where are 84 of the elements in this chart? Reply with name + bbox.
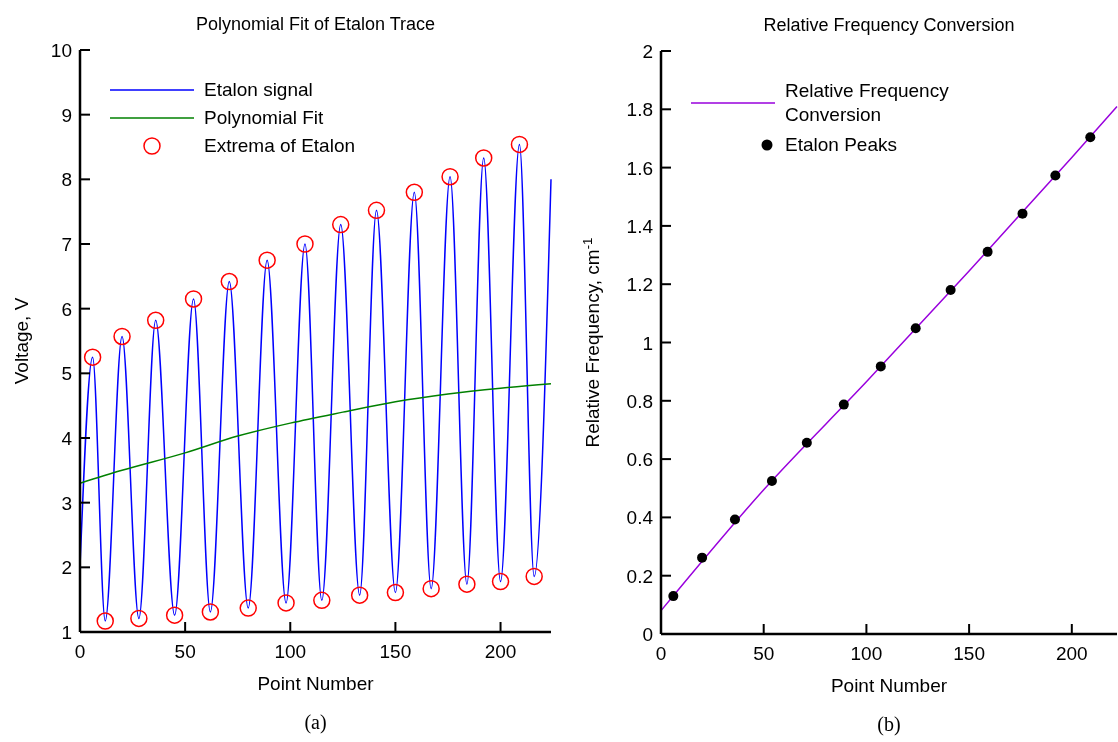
point	[113, 327, 131, 346]
x-axis-title: Point Number	[257, 673, 375, 694]
point	[350, 586, 369, 604]
legend-label: Polynomial Fit	[204, 107, 325, 128]
point	[277, 594, 295, 612]
y-axis-title: Voltage, V	[11, 297, 32, 385]
y-tick-label: 0.4	[626, 507, 654, 529]
point	[96, 612, 114, 630]
point	[313, 591, 331, 610]
x-tick-label: 200	[1055, 643, 1088, 664]
point	[331, 215, 350, 234]
text: (a)	[304, 711, 327, 734]
y-tick-label: 8	[61, 169, 72, 191]
y-tick-label: 7	[61, 234, 72, 255]
x-tick-label: 100	[850, 643, 883, 664]
text: (b)	[877, 713, 901, 736]
point	[510, 135, 529, 154]
point	[130, 609, 148, 628]
y-tick-label: 1.6	[626, 157, 653, 179]
point	[697, 552, 708, 563]
x-tick-label: 50	[753, 643, 775, 664]
y-tick-label: 1.8	[626, 99, 653, 121]
chart-title: Relative Frequency Conversion	[763, 15, 1015, 35]
legend-label: Extrema of Etalon	[204, 135, 356, 156]
y-tick-label: 10	[50, 40, 72, 61]
point	[801, 437, 812, 448]
legend-label: Etalon Peaks	[785, 134, 897, 155]
x-tick-label: 0	[74, 641, 86, 662]
y-tick-label: 1.4	[626, 215, 654, 237]
y-tick-label: 0	[642, 624, 653, 645]
y-tick-label: 6	[61, 298, 72, 320]
point	[525, 567, 543, 586]
point	[458, 575, 476, 593]
y-tick-label: 0.2	[626, 565, 653, 587]
point	[146, 311, 165, 330]
y-tick-label: 0.8	[626, 390, 653, 412]
point	[83, 348, 102, 366]
x-tick-label: 200	[484, 641, 517, 662]
point	[668, 591, 679, 602]
point	[220, 272, 239, 291]
point	[239, 599, 257, 617]
chart-title: Polynomial Fit of Etalon Trace	[195, 14, 436, 34]
point	[766, 475, 777, 486]
y-tick-label: 4	[61, 428, 73, 449]
point	[296, 235, 314, 253]
line-series	[79, 382, 552, 485]
x-tick-label: 100	[274, 641, 307, 662]
point	[422, 579, 440, 598]
y-tick-label: 9	[61, 104, 72, 126]
y-tick-label: 1	[61, 622, 72, 643]
point	[474, 149, 493, 167]
point	[945, 285, 956, 296]
x-tick-label: 50	[174, 641, 196, 662]
y-tick-label: 0.6	[626, 449, 653, 471]
line-series	[660, 105, 1118, 612]
point	[201, 603, 220, 621]
point	[184, 290, 203, 308]
point	[875, 361, 886, 372]
legend-label: Relative Frequency Conversion	[785, 80, 950, 125]
point	[838, 399, 849, 410]
point	[729, 514, 740, 525]
x-tick-label: 150	[379, 641, 412, 662]
point	[441, 168, 459, 186]
y-tick-label: 3	[61, 492, 72, 514]
point	[258, 251, 276, 269]
point	[982, 246, 993, 257]
point	[1017, 208, 1028, 219]
y-tick-label: 2	[61, 557, 72, 579]
point	[1050, 170, 1061, 181]
point	[165, 606, 184, 624]
y-tick-label: 5	[61, 363, 72, 385]
x-tick-label: 150	[953, 643, 985, 664]
legend-label: Etalon signal	[204, 79, 313, 100]
point	[386, 583, 405, 602]
point	[405, 183, 424, 202]
point	[367, 201, 386, 220]
point	[910, 323, 921, 334]
y-tick-label: 1	[642, 332, 653, 354]
point	[491, 572, 510, 591]
x-axis-title: Point Number	[830, 675, 948, 696]
y-tick-label: 1.2	[626, 274, 653, 296]
point	[1085, 132, 1096, 143]
x-tick-label: 0	[655, 643, 667, 664]
y-tick-label: 2	[642, 41, 653, 62]
